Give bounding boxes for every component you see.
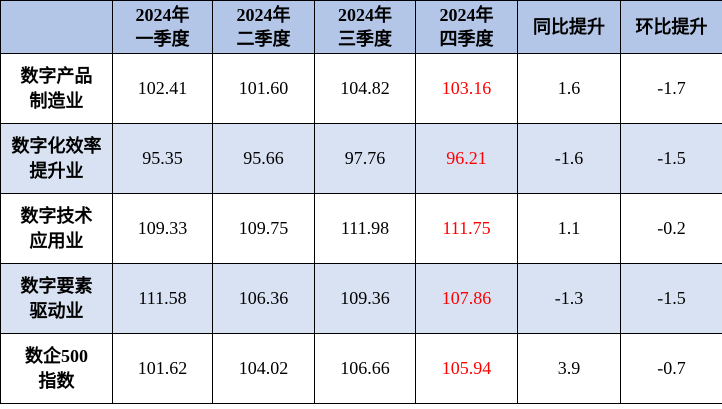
value-cell-highlighted: 96.21 (415, 123, 518, 194)
table-row: 数字产品 制造业 102.41 101.60 104.82 103.16 1.6… (0, 53, 722, 124)
value-cell: 111.58 (112, 263, 213, 334)
value-cell-highlighted: 107.86 (415, 263, 518, 334)
value-cell: 104.82 (314, 53, 416, 124)
value-cell: -1.5 (620, 123, 722, 194)
value-cell: 95.66 (212, 123, 315, 194)
table-row: 数字要素 驱动业 111.58 106.36 109.36 107.86 -1.… (0, 263, 722, 334)
value-cell: 3.9 (517, 333, 621, 404)
value-cell: 102.41 (112, 53, 213, 124)
col-header-2024-q2: 2024年 二季度 (212, 0, 315, 54)
value-cell: 101.60 (212, 53, 315, 124)
value-cell: 111.98 (314, 193, 416, 264)
value-cell: 101.62 (112, 333, 213, 404)
row-header-digitalization-efficiency: 数字化效率 提升业 (0, 123, 113, 194)
value-cell: 95.35 (112, 123, 213, 194)
value-cell: 97.76 (314, 123, 416, 194)
col-header-2024-q1: 2024年 一季度 (112, 0, 213, 54)
value-cell: 106.36 (212, 263, 315, 334)
corner-cell (0, 0, 113, 54)
value-cell-highlighted: 105.94 (415, 333, 518, 404)
value-cell: 106.66 (314, 333, 416, 404)
row-header-digital-product-manufacturing: 数字产品 制造业 (0, 53, 113, 124)
value-cell: -0.2 (620, 193, 722, 264)
col-header-yoy-change: 同比提升 (517, 0, 621, 54)
row-header-digital-technology-application: 数字技术 应用业 (0, 193, 113, 264)
header-row: 2024年 一季度 2024年 二季度 2024年 三季度 2024年 四季度 … (0, 0, 722, 54)
col-header-qoq-change: 环比提升 (620, 0, 722, 54)
table-row: 数字技术 应用业 109.33 109.75 111.98 111.75 1.1… (0, 193, 722, 264)
value-cell: -1.5 (620, 263, 722, 334)
table-row: 数企500 指数 101.62 104.02 106.66 105.94 3.9… (0, 333, 722, 404)
col-header-2024-q4: 2024年 四季度 (415, 0, 518, 54)
value-cell: 104.02 (212, 333, 315, 404)
value-cell: 109.75 (212, 193, 315, 264)
value-cell: 109.33 (112, 193, 213, 264)
value-cell-highlighted: 111.75 (415, 193, 518, 264)
value-cell: -1.6 (517, 123, 621, 194)
row-header-digital-enterprise-500-index: 数企500 指数 (0, 333, 113, 404)
value-cell-highlighted: 103.16 (415, 53, 518, 124)
value-cell: 109.36 (314, 263, 416, 334)
col-header-2024-q3: 2024年 三季度 (314, 0, 416, 54)
value-cell: -0.7 (620, 333, 722, 404)
value-cell: -1.7 (620, 53, 722, 124)
value-cell: 1.1 (517, 193, 621, 264)
value-cell: -1.3 (517, 263, 621, 334)
value-cell: 1.6 (517, 53, 621, 124)
table-row: 数字化效率 提升业 95.35 95.66 97.76 96.21 -1.6 -… (0, 123, 722, 194)
row-header-digital-factor-driven: 数字要素 驱动业 (0, 263, 113, 334)
